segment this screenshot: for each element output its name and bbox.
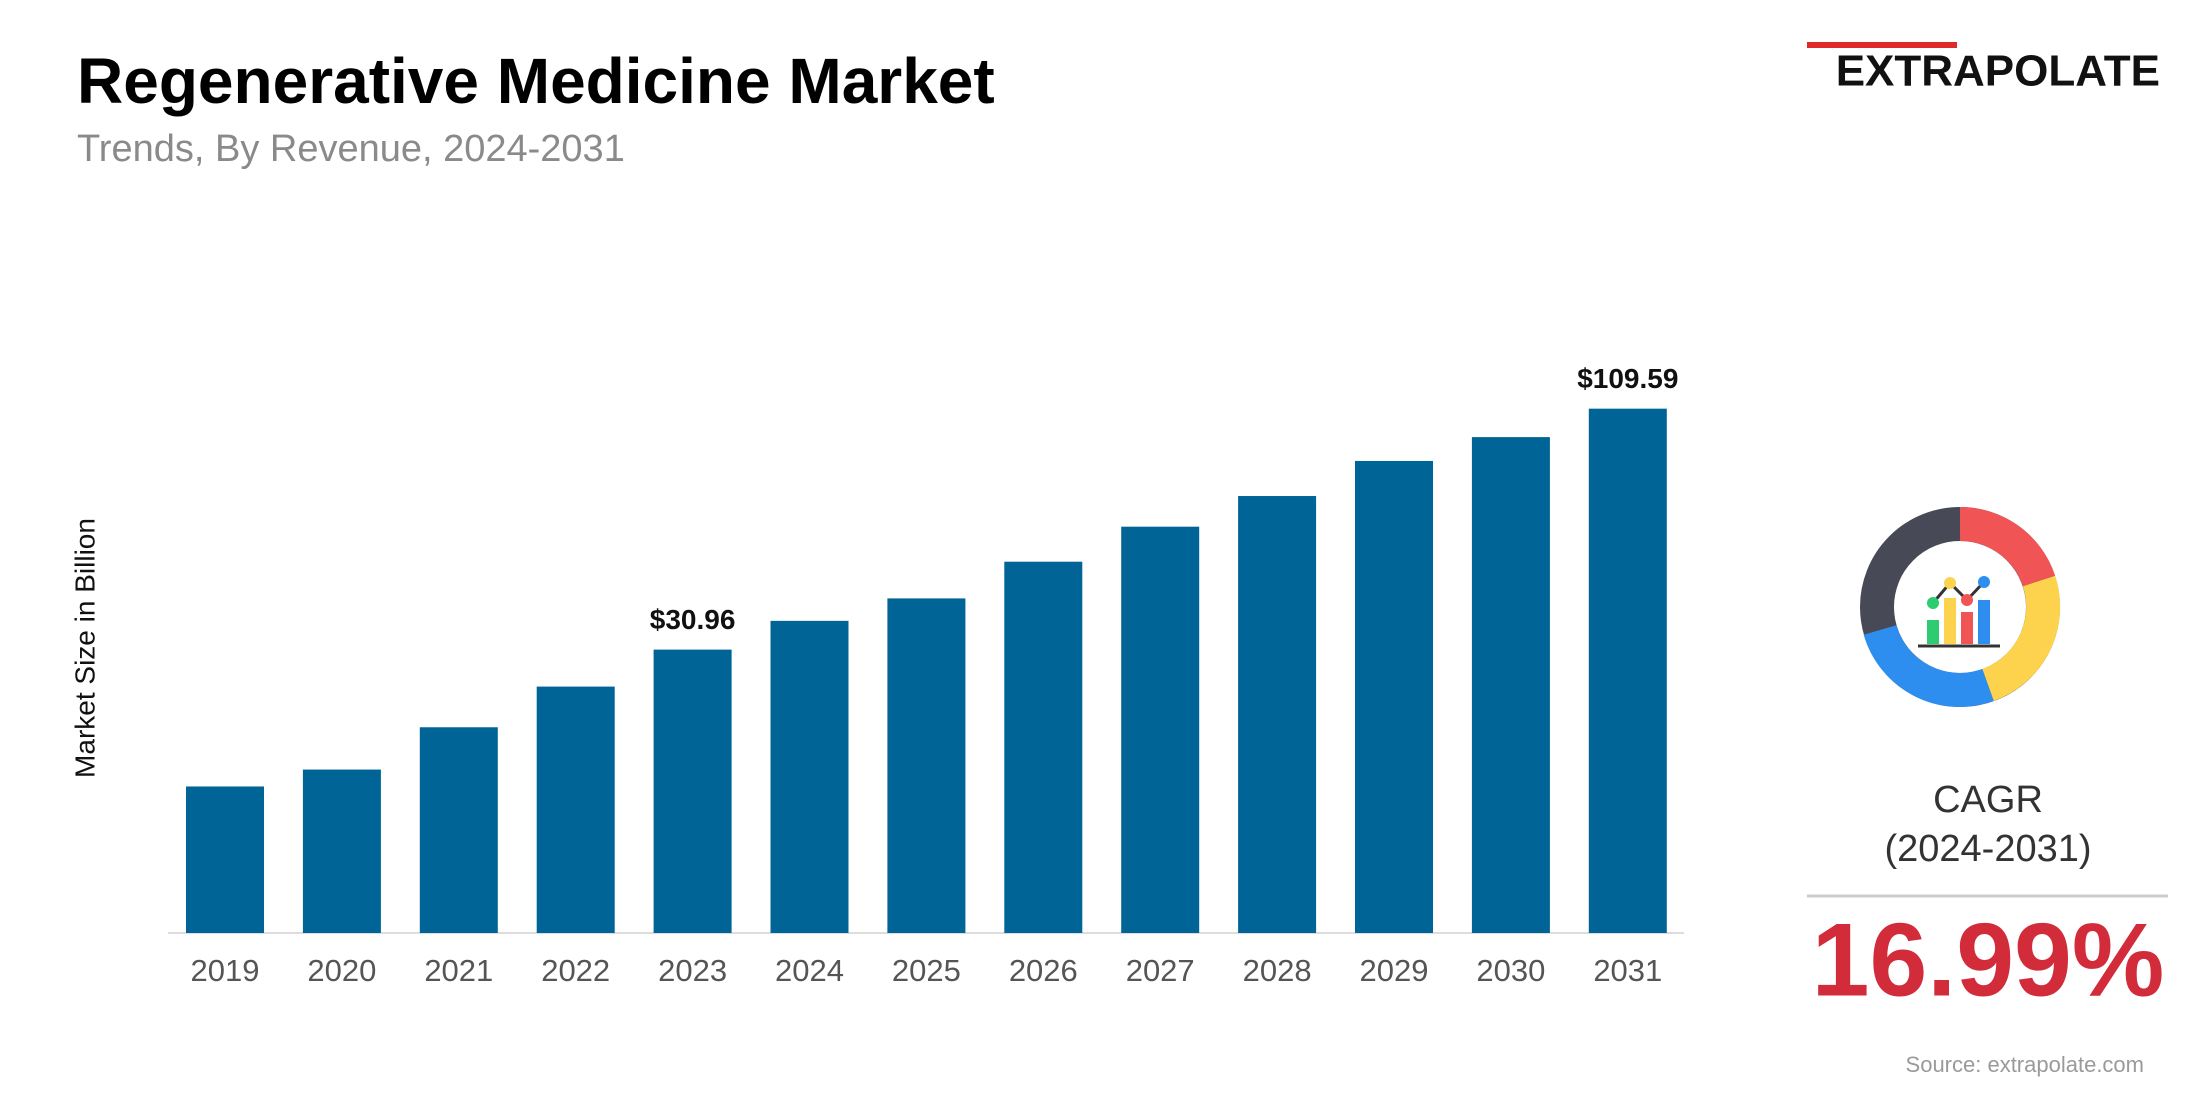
- source: Source: extrapolate.com: [1906, 1052, 2144, 1077]
- x-tick-label: 2021: [424, 953, 493, 988]
- chart-subtitle: Trends, By Revenue, 2024-2031: [77, 128, 625, 170]
- bar: [536, 686, 615, 933]
- cagr-period: (2024-2031): [1884, 828, 2091, 870]
- icon-bar: [1944, 598, 1956, 644]
- bar: [1355, 460, 1433, 933]
- x-tick-label: 2023: [658, 953, 727, 988]
- donut-segment: [1959, 506, 2056, 587]
- icon-bar: [1961, 612, 1973, 644]
- bar: [1238, 496, 1317, 933]
- bar: [419, 727, 498, 933]
- value-label: $109.59: [1577, 363, 1678, 394]
- icon-dot: [1961, 594, 1973, 606]
- x-tick-label: 2020: [307, 953, 376, 988]
- chart-title: Regenerative Medicine Market: [77, 45, 995, 117]
- cagr-value: 16.99%: [1812, 902, 2165, 1018]
- logo-bar: [1807, 42, 1957, 48]
- icon-dot: [1978, 576, 1990, 588]
- y-axis-label: Market Size in Billion: [69, 518, 100, 778]
- donut-segment: [1981, 575, 2061, 702]
- icon-line: [1931, 580, 1986, 604]
- x-tick-label: 2025: [892, 953, 961, 988]
- bar: [887, 598, 966, 933]
- bar: [186, 786, 264, 933]
- bar: [1588, 408, 1667, 934]
- bar: [770, 620, 849, 933]
- x-tick-label: 2022: [541, 953, 610, 988]
- bar: [302, 769, 381, 933]
- x-tick-label: 2030: [1476, 953, 1545, 988]
- icon-dot: [1944, 577, 1956, 589]
- x-tick-label: 2024: [775, 953, 844, 988]
- bar: [1004, 561, 1083, 933]
- x-tick-label: 2027: [1126, 953, 1195, 988]
- bar: [1121, 526, 1200, 933]
- logo: EXTRAPOLATE: [1836, 47, 2160, 96]
- icon-dot: [1927, 597, 1939, 609]
- x-tick-label: 2019: [191, 953, 260, 988]
- bar: [653, 649, 732, 933]
- x-tick-label: 2029: [1360, 953, 1429, 988]
- bar: [1471, 437, 1550, 933]
- cagr-icon: [1860, 506, 2061, 707]
- x-tick-label: 2026: [1009, 953, 1078, 988]
- icon-bar: [1927, 620, 1939, 644]
- x-tick-label: 2028: [1243, 953, 1312, 988]
- x-tick-label: 2031: [1593, 953, 1662, 988]
- icon-bar: [1978, 600, 1990, 644]
- value-label: $30.96: [650, 604, 736, 635]
- cagr-label: CAGR: [1933, 779, 2043, 821]
- donut-segment: [1863, 624, 1994, 707]
